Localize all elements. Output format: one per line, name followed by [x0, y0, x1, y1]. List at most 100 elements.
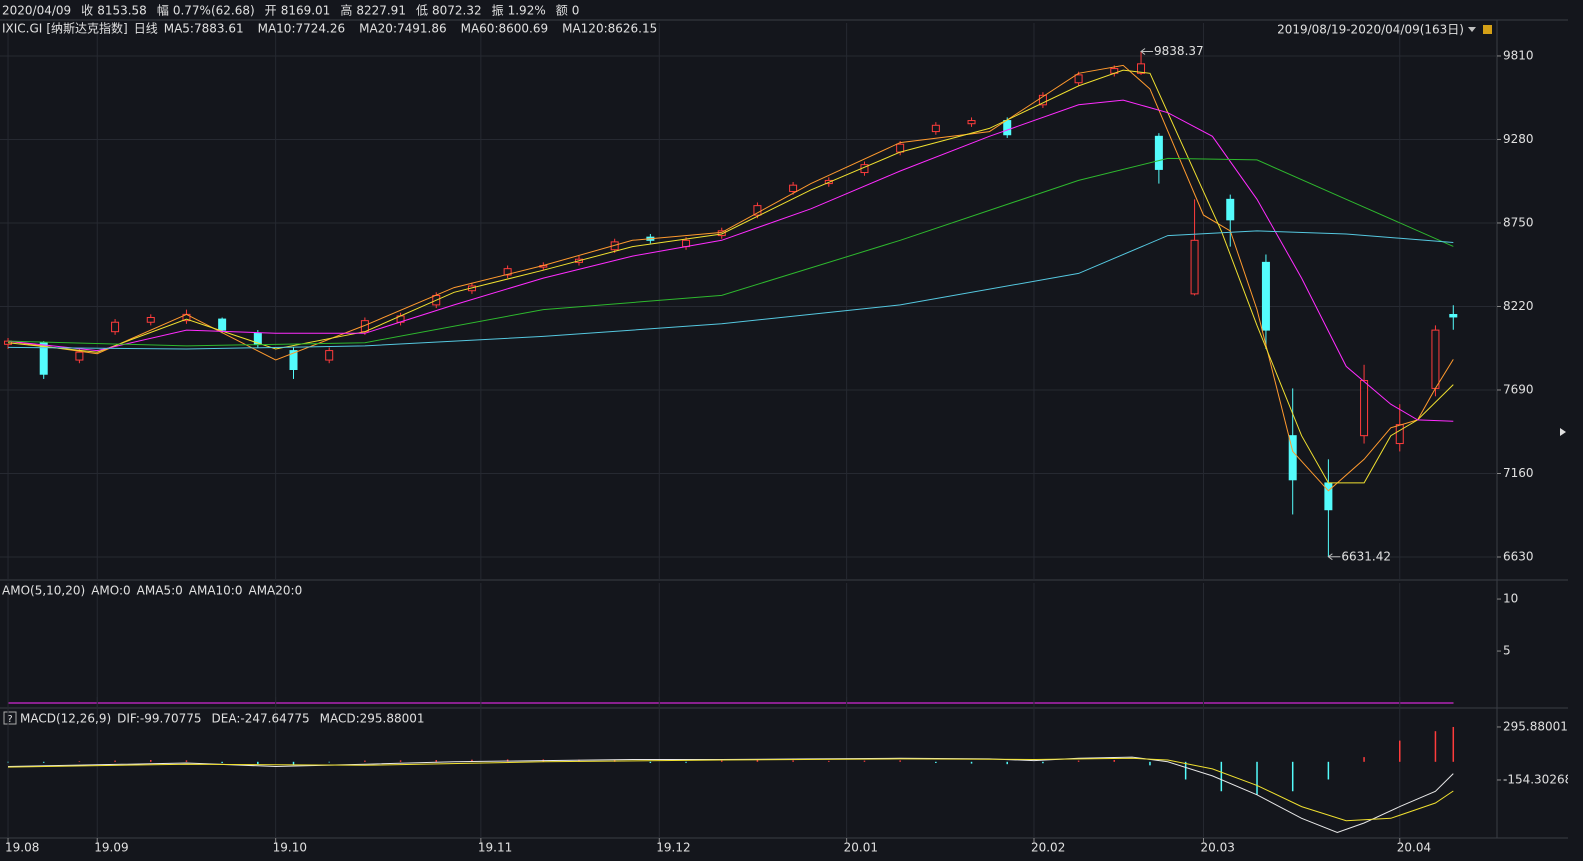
x-tick-label: 20.03 [1200, 841, 1234, 855]
header-label: 开 [265, 4, 277, 18]
candle-body [111, 321, 120, 333]
header-label: 幅 [157, 3, 169, 18]
candle-body [1154, 135, 1163, 170]
legend-item: MA5:7883.61 [164, 22, 244, 36]
header-value: 8153.58 [97, 4, 147, 18]
legend-item: AMA10:0 [189, 584, 243, 598]
candle-body [717, 230, 726, 237]
candle-body [1395, 424, 1404, 445]
candle-body [218, 318, 227, 331]
header-date: 2020/04/09 [2, 4, 71, 18]
annotation-arrowhead [1140, 48, 1146, 55]
panel-title: AMO(5,10,20) [2, 584, 85, 598]
legend-item: MA120:8626.15 [562, 22, 657, 36]
header-value: 8169.01 [281, 4, 331, 18]
ma-line [7, 64, 1454, 492]
header-label: 高 [340, 3, 352, 18]
candle-body [1360, 380, 1369, 437]
x-tick-label: 19.10 [273, 841, 307, 855]
x-tick-label: 20.02 [1031, 841, 1065, 855]
help-icon[interactable]: ? [7, 714, 12, 725]
y-tick-label: 10 [1503, 592, 1518, 606]
candle-body [1324, 482, 1333, 511]
index-name: [纳斯达克指数] [46, 21, 127, 36]
candle-body [289, 350, 298, 371]
help-box[interactable] [3, 711, 17, 725]
y-tick-label: 9810 [1503, 48, 1534, 62]
candle-body [789, 184, 798, 192]
candle-body [1038, 94, 1047, 106]
candle-body [503, 268, 512, 276]
range-label: 2019/08/19-2020/04/09(163日) [1277, 23, 1464, 37]
header-label: 额 [556, 4, 568, 18]
header-label: 振 [492, 4, 504, 18]
candle-body [1288, 435, 1297, 481]
x-tick-label: 20.01 [844, 841, 878, 855]
legend-item: MACD:295.88001 [320, 712, 425, 726]
candle-body [1074, 74, 1083, 84]
x-tick-label: 19.11 [478, 841, 512, 855]
y-tick-label: 5 [1503, 644, 1511, 658]
candle-body [753, 205, 762, 216]
candle-body [1431, 329, 1440, 389]
ma-line [7, 157, 1454, 347]
candle-body [325, 350, 334, 361]
y-tick-label: 6630 [1503, 549, 1534, 563]
x-tick-label: 19.09 [94, 841, 128, 855]
candle-body [1261, 261, 1270, 331]
y-tick-label: -154.30268 [1503, 772, 1572, 786]
legend-item: MA60:8600.69 [461, 22, 549, 36]
header-value: 8072.32 [432, 4, 482, 18]
legend-item: DIF:-99.70775 [117, 712, 201, 726]
candle-body [1137, 63, 1146, 74]
candle-body [896, 143, 905, 153]
y-tick-label: 8220 [1503, 299, 1534, 313]
x-tick-label: 19.08 [5, 841, 39, 855]
lock-icon[interactable] [1483, 25, 1492, 34]
y-tick-label: 8750 [1503, 215, 1534, 229]
legend-item: MA20:7491.86 [359, 22, 447, 36]
candle-body [1449, 314, 1458, 318]
header-label: 低 [416, 4, 428, 18]
candle-body [931, 124, 940, 133]
period: 日线 [134, 22, 158, 36]
ma-line [7, 230, 1454, 350]
header-value: 8227.91 [356, 4, 406, 18]
header-label: 收 [81, 4, 93, 18]
panel-title: MACD(12,26,9) [20, 712, 111, 726]
x-tick-label: 19.12 [656, 841, 690, 855]
candle-body [1003, 120, 1012, 136]
dropdown-icon[interactable] [1468, 27, 1476, 32]
legend-item: AMA20:0 [248, 584, 302, 598]
ma-line [7, 99, 1454, 422]
y-tick-label: 7690 [1503, 382, 1534, 396]
candle-body [682, 239, 691, 248]
candle-body [1226, 198, 1235, 221]
symbol: IXIC.GI [2, 22, 42, 36]
legend-item: DEA:-247.64775 [212, 712, 310, 726]
ma-line [7, 69, 1454, 484]
y-tick-label: 295.88001 [1503, 719, 1568, 733]
candle-body [967, 120, 976, 125]
annotation-arrowhead [1327, 553, 1333, 561]
candle-body [1190, 239, 1199, 295]
candle-body [39, 342, 48, 375]
legend-item: AMO:0 [91, 584, 130, 598]
annotation: 6631.42 [1341, 549, 1391, 563]
y-tick-label: 7160 [1503, 466, 1534, 480]
macd-line [7, 757, 1454, 822]
candle-body [75, 351, 84, 361]
header-value: 0 [572, 4, 580, 18]
x-tick-label: 20.04 [1397, 841, 1431, 855]
expand-icon[interactable] [1560, 428, 1566, 436]
legend-item: MA10:7724.26 [258, 22, 346, 36]
header-value: 1.92% [508, 4, 546, 18]
candle-body [146, 317, 155, 323]
header-value: 0.77%(62.68) [173, 4, 255, 18]
y-tick-label: 9280 [1503, 132, 1534, 146]
legend-item: AMA5:0 [137, 584, 183, 598]
annotation: 9838.37 [1154, 44, 1204, 58]
